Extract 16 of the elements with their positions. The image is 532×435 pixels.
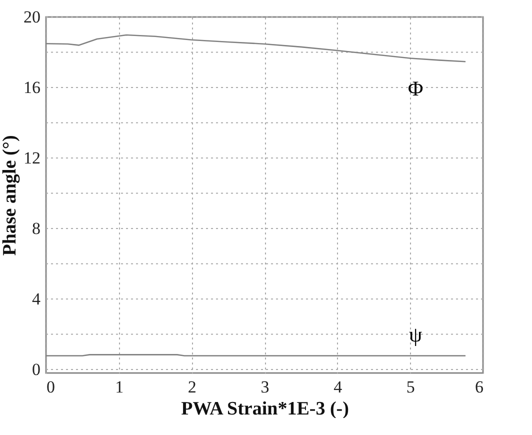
x-tick-label: 4 [334,378,343,396]
y-tick-label: 0 [32,360,40,379]
series-label: ψ [408,322,422,347]
x-tick-label: 5 [406,378,415,396]
series-label: Φ [408,76,424,101]
y-axis-title: Phase angle (°) [0,135,20,256]
y-tick-label: 8 [32,218,40,238]
y-tick-label: 16 [24,78,40,97]
x-tick-label: 0 [46,378,55,396]
x-tick-label: 2 [188,378,196,396]
x-tick-label: 6 [475,378,484,396]
x-tick-label: 3 [260,378,270,396]
y-tick-label: 12 [24,148,40,168]
x-tick-label: 1 [115,378,124,396]
y-tick-label: 4 [32,289,41,308]
y-tick-label: 20 [24,8,40,26]
